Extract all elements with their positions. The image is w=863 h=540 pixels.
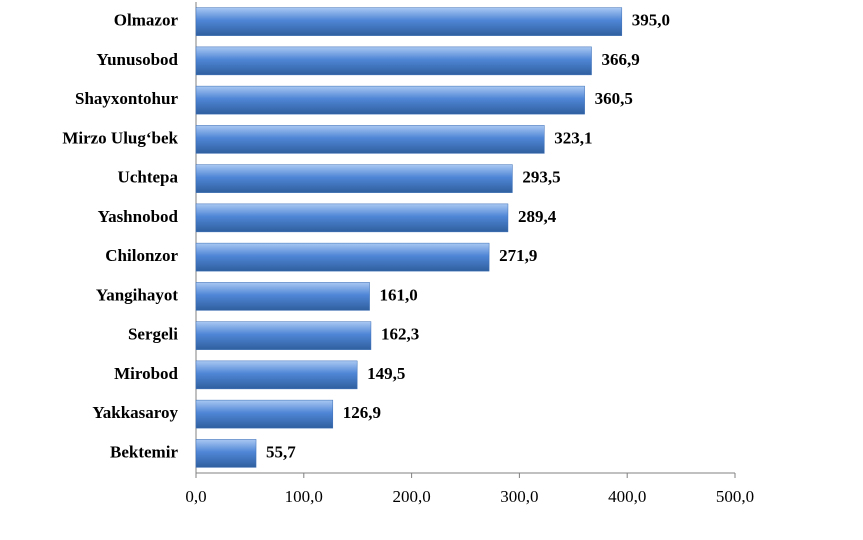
y-tick-label: Yunusobod bbox=[96, 50, 178, 69]
bar bbox=[195, 125, 545, 154]
y-tick-label: Olmazor bbox=[114, 11, 179, 30]
bar bbox=[195, 203, 509, 233]
x-tick-label: 300,0 bbox=[500, 487, 538, 506]
data-label: 271,9 bbox=[499, 246, 537, 265]
data-label: 289,4 bbox=[518, 207, 557, 226]
data-label: 323,1 bbox=[554, 128, 592, 147]
bar bbox=[195, 439, 257, 468]
x-tick-label: 0,0 bbox=[185, 487, 206, 506]
bar bbox=[195, 321, 372, 350]
y-tick-label: Mirzo Ulug‘bek bbox=[62, 128, 178, 147]
data-label: 366,9 bbox=[602, 50, 640, 69]
bar bbox=[195, 7, 623, 36]
y-tick-label: Mirobod bbox=[114, 364, 178, 383]
y-tick-label: Uchtepa bbox=[118, 168, 179, 187]
bar bbox=[195, 46, 592, 76]
y-tick-label: Chilonzor bbox=[105, 246, 178, 265]
bar bbox=[195, 85, 585, 115]
bar bbox=[195, 399, 334, 429]
bar bbox=[195, 360, 358, 390]
bar bbox=[195, 164, 513, 193]
data-label: 395,0 bbox=[632, 11, 670, 30]
x-tick-label: 400,0 bbox=[608, 487, 646, 506]
bar bbox=[195, 282, 370, 311]
bar bbox=[195, 242, 490, 272]
data-label: 126,9 bbox=[343, 403, 381, 422]
y-tick-label: Shayxontohur bbox=[75, 89, 178, 108]
y-tick-label: Sergeli bbox=[128, 325, 178, 344]
data-label: 149,5 bbox=[367, 364, 405, 383]
x-tick-label: 200,0 bbox=[392, 487, 430, 506]
y-tick-label: Yashnobod bbox=[98, 207, 179, 226]
data-label: 360,5 bbox=[595, 89, 633, 108]
y-tick-label: Yakkasaroy bbox=[92, 403, 178, 422]
data-label: 161,0 bbox=[380, 285, 418, 304]
y-tick-label: Bektemir bbox=[110, 442, 178, 461]
y-tick-label: Yangihayot bbox=[96, 285, 179, 304]
x-tick-label: 100,0 bbox=[285, 487, 323, 506]
data-label: 293,5 bbox=[522, 168, 560, 187]
data-label: 162,3 bbox=[381, 325, 419, 344]
data-label: 55,7 bbox=[266, 442, 296, 461]
x-tick-label: 500,0 bbox=[716, 487, 754, 506]
